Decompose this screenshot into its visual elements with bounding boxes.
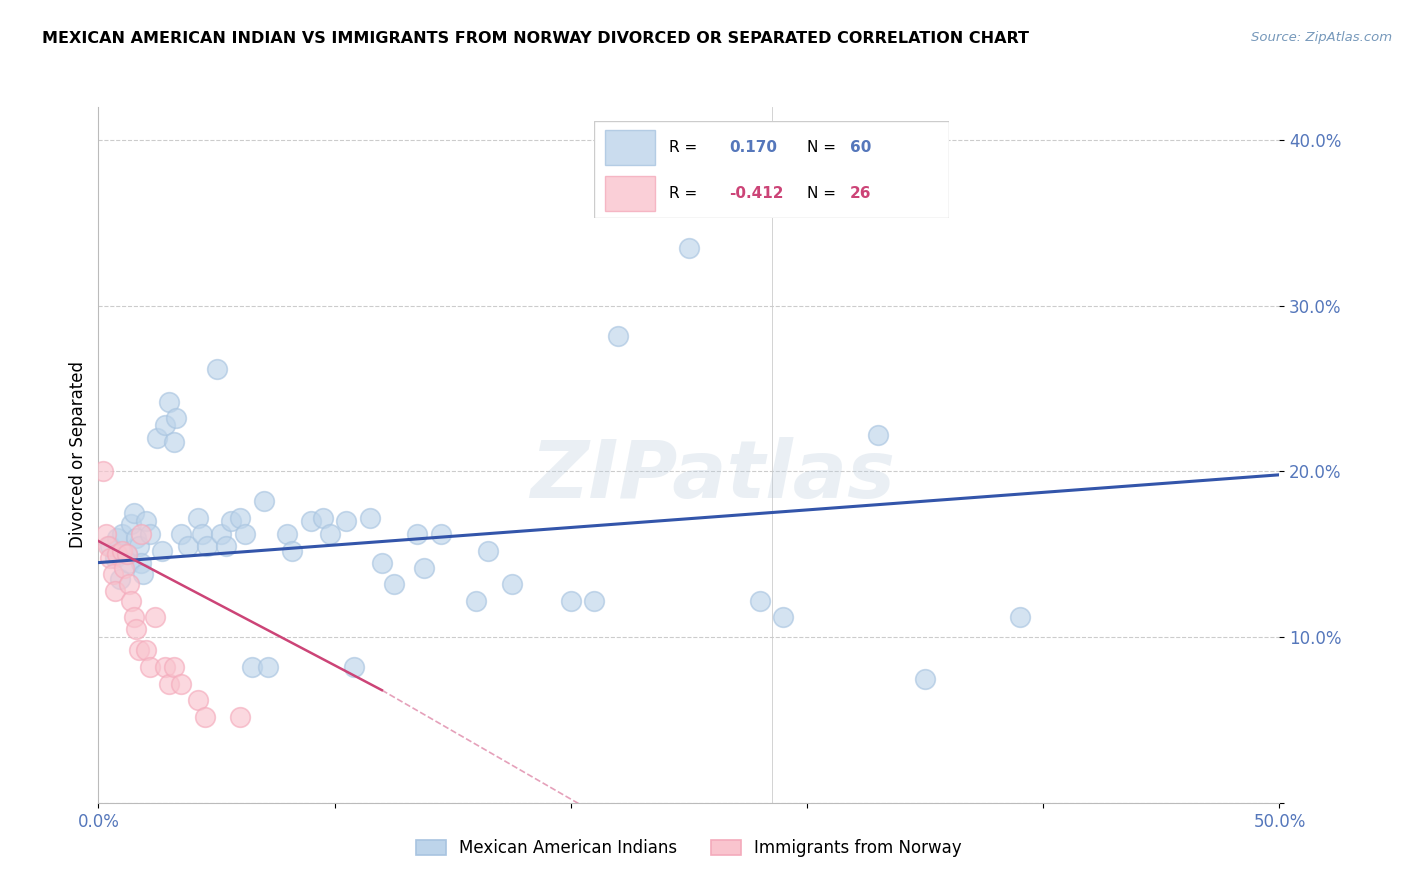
Point <box>139 660 162 674</box>
Point <box>319 527 342 541</box>
Point <box>195 539 218 553</box>
Point <box>607 328 630 343</box>
Point <box>118 556 141 570</box>
Point <box>312 511 335 525</box>
Point <box>276 527 298 541</box>
Point <box>111 527 134 541</box>
Point <box>146 431 169 445</box>
Point <box>215 539 238 553</box>
Point <box>170 676 193 690</box>
Point <box>128 643 150 657</box>
Point <box>115 547 138 561</box>
Point <box>359 511 381 525</box>
Point <box>101 567 124 582</box>
Point <box>118 577 141 591</box>
Point <box>94 527 117 541</box>
Point <box>253 494 276 508</box>
Point <box>233 527 256 541</box>
Point <box>129 527 152 541</box>
Point <box>153 418 176 433</box>
Point <box>104 583 127 598</box>
Point <box>125 531 148 545</box>
Point <box>105 547 128 561</box>
Point <box>91 465 114 479</box>
Point <box>430 527 453 541</box>
Text: MEXICAN AMERICAN INDIAN VS IMMIGRANTS FROM NORWAY DIVORCED OR SEPARATED CORRELAT: MEXICAN AMERICAN INDIAN VS IMMIGRANTS FR… <box>42 31 1029 46</box>
Point <box>342 660 364 674</box>
Point <box>125 622 148 636</box>
Point <box>465 593 488 607</box>
Point <box>165 411 187 425</box>
Point <box>335 514 357 528</box>
Point <box>413 560 436 574</box>
Point <box>153 660 176 674</box>
Text: Source: ZipAtlas.com: Source: ZipAtlas.com <box>1251 31 1392 45</box>
Point <box>129 556 152 570</box>
Point <box>163 660 186 674</box>
Point <box>163 434 186 449</box>
Point <box>98 539 121 553</box>
Point <box>150 544 173 558</box>
Point <box>678 241 700 255</box>
Point <box>143 610 166 624</box>
Point <box>406 527 429 541</box>
Point <box>209 527 232 541</box>
Point <box>914 672 936 686</box>
Point <box>98 550 121 565</box>
Point <box>240 660 263 674</box>
Point <box>122 506 145 520</box>
Point <box>560 593 582 607</box>
Point <box>108 572 131 586</box>
Point <box>135 643 157 657</box>
Point <box>177 539 200 553</box>
Point <box>170 527 193 541</box>
Point <box>122 610 145 624</box>
Point <box>121 517 143 532</box>
Point <box>194 709 217 723</box>
Point <box>112 560 135 574</box>
Point <box>187 511 209 525</box>
Point <box>229 511 252 525</box>
Point <box>866 428 889 442</box>
Point <box>187 693 209 707</box>
Point <box>132 567 155 582</box>
Point <box>1008 610 1031 624</box>
Point <box>772 610 794 624</box>
Point <box>257 660 280 674</box>
Point <box>219 514 242 528</box>
Point <box>583 593 606 607</box>
Point <box>135 514 157 528</box>
Point <box>105 531 128 545</box>
Point <box>121 593 143 607</box>
Text: ZIPatlas: ZIPatlas <box>530 437 896 515</box>
Point <box>229 709 252 723</box>
Point <box>115 547 138 561</box>
Point <box>191 527 214 541</box>
Y-axis label: Divorced or Separated: Divorced or Separated <box>69 361 87 549</box>
Point <box>748 593 770 607</box>
Point <box>157 395 180 409</box>
Point <box>97 539 120 553</box>
Point <box>371 556 394 570</box>
Point <box>139 527 162 541</box>
Legend: Mexican American Indians, Immigrants from Norway: Mexican American Indians, Immigrants fro… <box>409 833 969 864</box>
Point <box>501 577 523 591</box>
Point <box>157 676 180 690</box>
Point <box>281 544 304 558</box>
Point <box>104 550 127 565</box>
Point <box>111 544 134 558</box>
Point <box>477 544 499 558</box>
Point <box>299 514 322 528</box>
Point <box>382 577 405 591</box>
Point <box>128 539 150 553</box>
Point <box>205 361 228 376</box>
